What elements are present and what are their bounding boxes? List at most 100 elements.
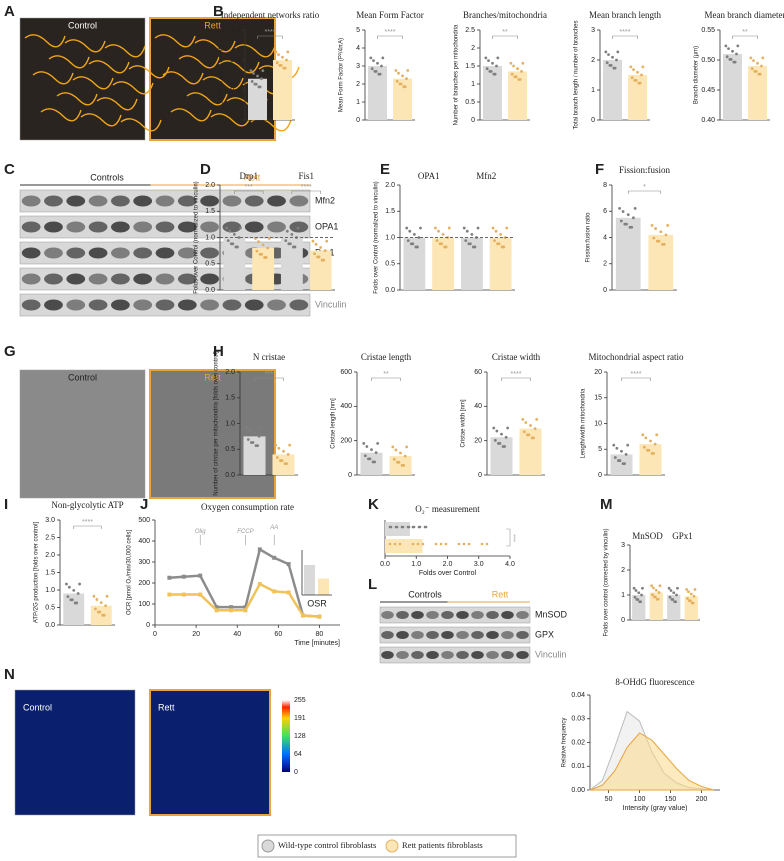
y-tick-label: 8 (603, 182, 607, 189)
image-label: Control (23, 702, 52, 712)
dot (499, 232, 503, 236)
dot (253, 431, 256, 435)
y-tick-label: 0.0 (385, 287, 395, 294)
dot (234, 245, 238, 249)
dot (274, 50, 278, 54)
band (200, 195, 219, 207)
dot (325, 239, 329, 243)
dot (424, 525, 428, 529)
bar (252, 248, 275, 290)
y-axis-label: Cristae length [nm] (331, 398, 337, 449)
dot (388, 542, 392, 546)
dot (407, 525, 411, 529)
dot (633, 206, 637, 210)
dot (411, 542, 415, 546)
y-tick-label: 2 (591, 57, 595, 64)
band (222, 299, 242, 311)
mito-texture (24, 34, 66, 48)
dot (644, 436, 648, 440)
mito-texture (170, 108, 212, 122)
y-tick-label: 0.4 (230, 87, 240, 94)
micrograph (14, 689, 136, 816)
y-tick-label: 200 (138, 580, 150, 587)
dot (401, 525, 405, 529)
x-tick-label: 100 (634, 796, 646, 803)
mito-texture (40, 108, 82, 122)
y-tick-label: 2.0 (205, 182, 215, 189)
y-axis-label: Fission:fusion ratio (586, 212, 592, 263)
bar (385, 522, 410, 536)
bar (368, 66, 387, 120)
point (272, 589, 277, 594)
image-label: Rett (204, 372, 221, 382)
dot (228, 229, 232, 233)
dot (652, 236, 656, 240)
dot (69, 598, 73, 602)
dot (731, 49, 734, 53)
dot (376, 61, 379, 65)
dot (661, 242, 664, 246)
dot (457, 542, 461, 546)
dot (615, 58, 618, 62)
dot (653, 442, 657, 446)
dot (93, 607, 97, 611)
dot (491, 61, 494, 65)
sig-bracket (371, 377, 401, 381)
dot (258, 252, 262, 256)
mito-texture (120, 118, 162, 132)
x-tick-label: 0 (153, 631, 157, 638)
dot (641, 433, 645, 437)
dot (73, 601, 77, 605)
dot (96, 610, 100, 614)
dot (257, 240, 260, 244)
y-tick-label: 2.5 (45, 534, 55, 541)
band (396, 611, 409, 619)
dot (658, 584, 662, 588)
dot (412, 525, 416, 529)
band (381, 631, 394, 639)
dot (78, 582, 82, 586)
band (44, 221, 63, 233)
dot (391, 445, 395, 449)
band (88, 247, 108, 259)
panel-label: E (380, 161, 390, 178)
dot (505, 226, 509, 230)
dot (526, 433, 529, 437)
dot (493, 239, 496, 243)
band (501, 611, 514, 619)
dot (735, 52, 738, 56)
mito-texture (96, 97, 138, 111)
group-label: OPA1 (418, 171, 440, 181)
point (181, 592, 186, 597)
micrograph (149, 689, 271, 816)
annotation: Olig (195, 529, 206, 535)
band (411, 611, 424, 619)
panel-label: B (213, 3, 224, 20)
band (426, 611, 439, 619)
bar (490, 437, 513, 475)
dot (372, 59, 375, 62)
y-tick-label: 1.5 (465, 63, 475, 70)
y-tick-label: 1.5 (205, 208, 215, 215)
blot-label: Vinculin (535, 649, 566, 659)
y-tick-label: 0 (236, 117, 240, 124)
dot (370, 448, 373, 451)
band (88, 299, 108, 311)
y-tick-label: 20 (594, 369, 602, 376)
dot (256, 74, 259, 78)
point (167, 592, 172, 597)
y-tick-label: 1 (621, 592, 625, 599)
dot (687, 590, 690, 594)
dot (434, 226, 437, 230)
image-label: Control (68, 20, 97, 30)
y-tick-label: 0.0 (205, 287, 215, 294)
dot (493, 438, 497, 442)
legend-label: Rett patients fibroblasts (402, 840, 483, 850)
band (155, 299, 175, 311)
y-tick-label: 0 (598, 472, 602, 479)
sig-label: **** (301, 184, 312, 191)
dot (389, 525, 393, 529)
colorbar-label: 64 (294, 751, 302, 758)
y-tick-label: 2.0 (225, 369, 235, 376)
y-tick-label: 0.03 (571, 716, 585, 723)
